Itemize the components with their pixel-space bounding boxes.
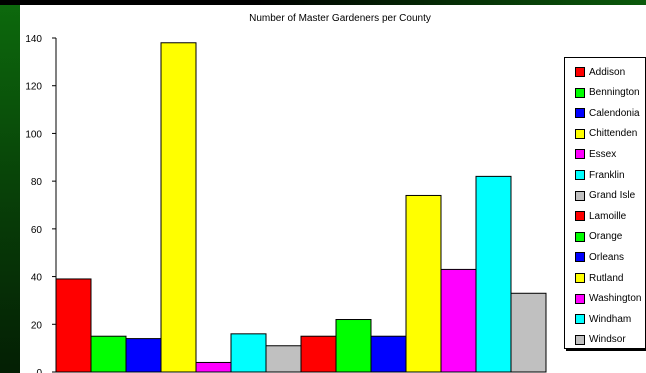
y-tick-label: 40 xyxy=(31,273,43,284)
background-left-band xyxy=(0,0,20,373)
legend-item-windham: Windham xyxy=(565,309,631,329)
legend-label: Chittenden xyxy=(589,128,638,140)
bar-rutland xyxy=(405,194,442,373)
legend-item-calendonia: Calendonia xyxy=(565,103,640,123)
y-tick-label: 140 xyxy=(25,34,42,45)
legend-swatch xyxy=(575,190,585,201)
legend-item-orange: Orange xyxy=(565,227,622,247)
legend-item-grand-isle: Grand Isle xyxy=(565,186,635,206)
legend-swatch xyxy=(575,108,585,119)
bar-essex xyxy=(195,361,232,373)
legend-label: Windsor xyxy=(589,334,626,346)
legend-swatch xyxy=(575,128,585,139)
bar-orange xyxy=(335,319,372,373)
bars xyxy=(55,42,547,373)
legend-label: Grand Isle xyxy=(589,190,636,202)
legend-swatch xyxy=(575,170,585,180)
legend-item-franklin: Franklin xyxy=(565,165,625,185)
legend-swatch xyxy=(575,87,585,98)
legend-swatch xyxy=(575,293,585,304)
bar-bennington xyxy=(90,335,127,373)
legend-label: Orleans xyxy=(589,251,625,263)
legend: Addison Bennington Calendonia Chittenden Ess… xyxy=(564,57,646,349)
legend-item-essex: Essex xyxy=(565,144,616,164)
legend-item-lamoille: Lamoille xyxy=(565,206,626,226)
y-tick-label: 0 xyxy=(36,368,42,373)
bar-franklin xyxy=(230,333,267,373)
legend-label: Rutland xyxy=(589,272,624,284)
y-tick-label: 120 xyxy=(25,82,42,93)
legend-item-orleans: Orleans xyxy=(565,247,624,267)
legend-swatch xyxy=(575,273,585,283)
legend-swatch xyxy=(575,211,585,222)
bar-calendonia xyxy=(125,338,162,373)
y-tick-label: 20 xyxy=(31,320,43,331)
legend-swatch xyxy=(575,314,585,325)
y-tick-label: 80 xyxy=(31,177,43,188)
legend-label: Orange xyxy=(589,231,623,243)
legend-item-washington: Washington xyxy=(565,289,641,309)
legend-item-addison: Addison xyxy=(565,62,625,82)
chart-title: Number of Master Gardeners per County xyxy=(249,13,431,24)
bar-chittenden xyxy=(160,42,197,373)
bar-lamoille xyxy=(300,335,337,373)
y-tick-label: 100 xyxy=(25,129,42,140)
legend-label: Windham xyxy=(589,313,632,325)
y-tick-label: 60 xyxy=(31,225,43,236)
legend-label: Addison xyxy=(589,66,626,78)
legend-label: Franklin xyxy=(589,169,625,181)
bar-grand-isle xyxy=(265,345,302,373)
background-top-band xyxy=(0,0,646,5)
y-axis: 0 20 40 60 80 100 120 140 xyxy=(25,34,57,373)
legend-swatch xyxy=(575,231,585,242)
legend-label: Washington xyxy=(589,293,642,305)
legend-label: Essex xyxy=(589,148,617,160)
legend-item-chittenden: Chittenden xyxy=(565,124,637,144)
legend-item-windsor: Windsor xyxy=(565,330,626,350)
legend-label: Bennington xyxy=(589,87,640,99)
legend-swatch xyxy=(575,334,585,345)
bar-windham xyxy=(475,175,512,373)
legend-label: Lamoille xyxy=(589,210,627,222)
legend-label: Calendonia xyxy=(589,107,640,119)
bar-washington xyxy=(440,268,477,373)
legend-swatch xyxy=(575,149,585,160)
legend-item-bennington: Bennington xyxy=(565,83,640,103)
legend-swatch xyxy=(575,252,585,263)
legend-item-rutland: Rutland xyxy=(565,268,623,288)
bar-windsor xyxy=(510,292,547,373)
bar-orleans xyxy=(370,335,407,373)
legend-swatch xyxy=(575,67,585,77)
bar-addison xyxy=(55,278,92,373)
